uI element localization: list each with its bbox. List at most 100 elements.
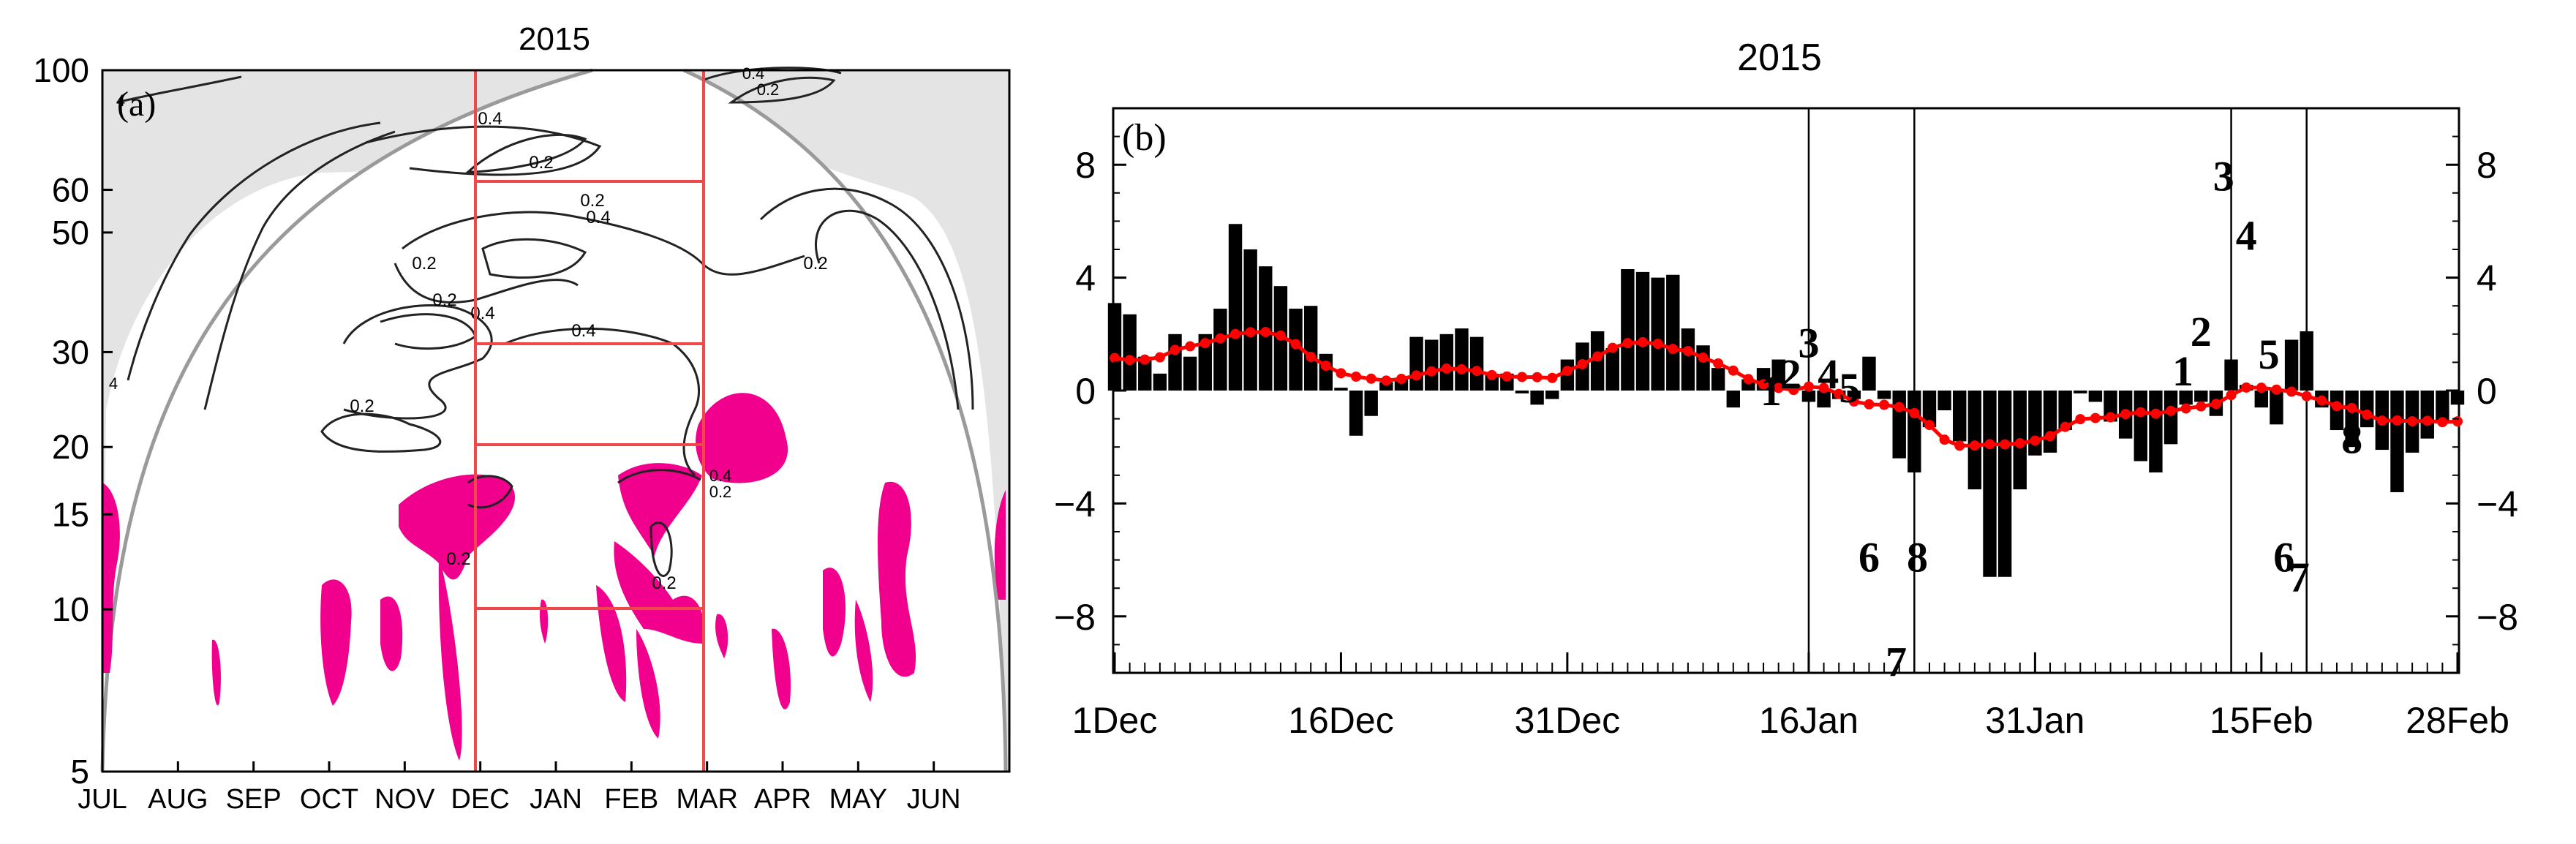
contour-line	[465, 133, 587, 173]
bar	[1153, 373, 1167, 391]
y-tick-label: 60	[52, 171, 89, 209]
event-number-label: 3	[1798, 319, 1819, 366]
smoothed-point	[1698, 352, 1709, 363]
smoothed-point	[2437, 417, 2448, 428]
smoothed-point	[2030, 435, 2041, 446]
bar	[1817, 391, 1831, 408]
bar	[1771, 359, 1785, 391]
smoothed-point	[1215, 333, 1226, 344]
smoothed-point	[1607, 342, 1618, 353]
bar	[2420, 391, 2434, 439]
event-number-label: 5	[1839, 364, 1860, 412]
contour-label: 0.4	[571, 321, 595, 341]
smoothed-point	[1290, 339, 1301, 350]
smoothed-point	[1336, 368, 1347, 379]
smoothed-point	[1562, 366, 1573, 377]
contour-line	[467, 475, 513, 509]
smoothed-point	[2014, 438, 2025, 449]
smoothed-point	[2407, 415, 2418, 426]
bar	[1953, 391, 1967, 442]
magenta-blob	[102, 483, 120, 673]
smoothed-point	[1848, 396, 1859, 407]
contour-line	[759, 187, 974, 410]
smoothed-point	[1320, 361, 1331, 372]
panel-a-y-axis: 100 60 50 30 20 15 10 5	[33, 51, 113, 791]
panel-a-title: 2015	[519, 21, 590, 57]
bar	[2058, 391, 2072, 431]
smoothed-point	[1879, 399, 1890, 410]
panel-a-label: (a)	[117, 85, 156, 124]
smoothed-point	[1969, 440, 1980, 451]
panel-a-magenta-shading	[102, 393, 1006, 761]
bar	[1123, 314, 1137, 391]
bar	[1711, 368, 1725, 391]
smoothed-point	[1260, 326, 1271, 337]
contour-line	[203, 130, 396, 410]
event-number-label: 7	[2289, 554, 2310, 601]
y-tick-label: 100	[33, 51, 89, 89]
smoothed-point	[2075, 414, 2086, 425]
event-number-label: 4	[1818, 350, 1839, 398]
smoothed-point	[1245, 327, 1256, 338]
smoothed-point	[1381, 375, 1392, 386]
event-number-label: 2	[2191, 308, 2212, 355]
smoothed-point	[1154, 352, 1165, 363]
magenta-blob	[320, 579, 352, 706]
smoothed-point	[1834, 388, 1845, 399]
panel-b-bars	[1107, 224, 2465, 577]
bar	[2028, 391, 2042, 456]
contour-label: 0.4	[709, 467, 732, 485]
bar	[1515, 391, 1529, 393]
bar	[2179, 391, 2193, 405]
bar	[1530, 391, 1544, 405]
y-tick-label-right: −8	[2477, 597, 2518, 638]
panel-b-x-axis: 1Dec 16Dec 31Dec 16Jan 31Jan 15Feb 28Feb	[1072, 652, 2509, 741]
smoothed-point	[2226, 390, 2237, 401]
contour-label: 0.4	[478, 109, 502, 129]
smoothed-point	[1682, 345, 1693, 356]
event-number-label: 4	[2236, 212, 2257, 260]
bar	[1892, 391, 1906, 459]
bar	[1138, 356, 1152, 391]
x-tick-label: SEP	[226, 784, 282, 815]
smoothed-point	[1652, 339, 1663, 350]
smoothed-point	[1577, 358, 1588, 369]
magenta-blob	[696, 393, 788, 483]
y-tick-label: 5	[70, 753, 89, 791]
y-tick-label: 10	[52, 590, 89, 628]
contour-label: 0.2	[446, 549, 470, 569]
magenta-blob	[715, 614, 728, 658]
smoothed-point	[1185, 341, 1196, 352]
smoothed-point	[2210, 399, 2221, 410]
y-tick-label-right: 8	[2477, 145, 2497, 186]
y-tick-label: 30	[52, 333, 89, 371]
bar	[1666, 274, 1680, 391]
magenta-blob	[211, 639, 221, 706]
magenta-blob	[539, 599, 549, 644]
event-number-label: 6	[1858, 534, 1880, 581]
smoothed-point	[2422, 415, 2433, 426]
smoothed-point	[2316, 395, 2327, 406]
contour-label: 0.2	[709, 483, 732, 501]
smoothed-point	[1110, 353, 1120, 363]
bar	[1605, 348, 1619, 391]
smoothed-point	[2180, 403, 2191, 414]
bar	[1183, 356, 1197, 391]
bar	[1651, 277, 1665, 391]
smoothed-point	[1622, 338, 1633, 349]
bar	[1922, 391, 1937, 428]
smoothed-point	[1894, 402, 1905, 412]
y-tick-label: 15	[52, 495, 89, 533]
contour-line	[116, 75, 242, 104]
x-tick-label: 16Jan	[1759, 700, 1858, 741]
magenta-blob	[854, 600, 873, 702]
bar	[1847, 391, 1861, 399]
smoothed-point	[1230, 328, 1241, 339]
panel-b-title: 2015	[1737, 37, 1822, 79]
x-tick-label: MAR	[676, 784, 737, 815]
contour-label: 0.2	[652, 573, 676, 593]
contour-label: 0.2	[412, 254, 436, 274]
event-number-label: 6	[2273, 534, 2294, 581]
smoothed-point	[1954, 440, 1965, 451]
